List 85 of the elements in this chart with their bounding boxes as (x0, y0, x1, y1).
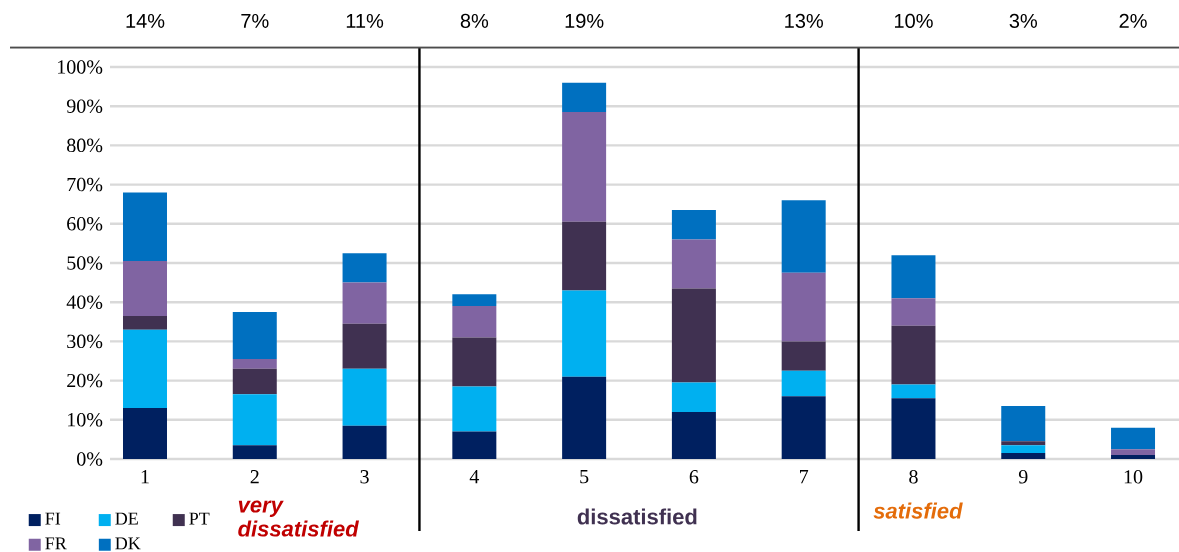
y-tick-label: 0% (77, 452, 103, 466)
bar (342, 425, 387, 459)
x-tick-label: 4 (469, 470, 480, 484)
bar (232, 359, 277, 369)
text: satisfied (873, 502, 963, 519)
bar (452, 386, 497, 432)
bar (452, 337, 497, 387)
bar (671, 210, 716, 240)
text: 8% (460, 13, 489, 28)
bar (562, 376, 607, 459)
bar (781, 341, 826, 371)
y-tick-label: 30% (67, 334, 103, 349)
y-tick-label: 70% (67, 177, 103, 192)
text: 14% (126, 13, 165, 28)
bar (891, 384, 936, 399)
y-tick-label: 90% (66, 99, 103, 113)
y-tick-label: 50% (67, 256, 103, 270)
bar (123, 192, 167, 262)
x-tick-label: 10 (1124, 470, 1143, 484)
bar (562, 290, 607, 377)
x-tick-label: 5 (580, 470, 589, 484)
text: dissatisfied (577, 508, 697, 525)
x-tick-label: 2 (250, 470, 259, 484)
legend-label: PT (189, 512, 210, 525)
text: 19% (565, 13, 604, 28)
bar (123, 315, 167, 330)
bar (891, 298, 936, 326)
bar (452, 306, 497, 338)
bar (671, 288, 716, 383)
text: 11% (346, 13, 384, 28)
y-tick-label: 40% (66, 295, 103, 309)
bar (671, 382, 716, 412)
legend-label: FI (45, 512, 61, 525)
bar (781, 370, 826, 397)
bar (232, 445, 277, 459)
bar (891, 325, 936, 385)
bar (781, 396, 826, 459)
x-tick-label: 6 (689, 470, 699, 484)
text: 3% (1009, 13, 1038, 28)
bar (562, 221, 607, 291)
text: 10% (894, 13, 933, 28)
x-tick-label: 7 (800, 470, 809, 484)
x-tick-label: 1 (141, 470, 149, 484)
bar (891, 398, 936, 459)
bar (232, 394, 277, 446)
y-tick-label: 10% (68, 413, 103, 427)
bar (1001, 453, 1046, 459)
legend-label: DK (115, 537, 141, 550)
text: very dissatisfied (238, 500, 360, 537)
bar (342, 323, 387, 369)
bar (1111, 455, 1156, 459)
text: 2% (1119, 13, 1147, 28)
x-tick-label: 9 (1018, 470, 1028, 484)
bar (452, 431, 497, 459)
text: 13% (785, 13, 824, 28)
bar (123, 261, 167, 316)
text: 7% (241, 13, 269, 28)
legend-label: DE (115, 512, 138, 525)
bar (562, 82, 607, 113)
y-tick-label: 20% (67, 373, 103, 388)
y-tick-label: 80% (67, 138, 103, 153)
x-tick-label: 3 (360, 470, 369, 484)
bar (671, 411, 716, 459)
bar (1001, 445, 1046, 454)
bar (1111, 427, 1156, 450)
bar (671, 239, 716, 289)
bar (123, 329, 167, 409)
bar (1001, 441, 1046, 446)
legend-label: FR (45, 537, 67, 550)
bar (232, 312, 277, 360)
bar (1111, 449, 1156, 456)
bar (123, 408, 167, 459)
bar (891, 255, 936, 299)
bar (781, 200, 826, 273)
bar (562, 112, 607, 222)
bar (452, 294, 497, 307)
bar (781, 272, 826, 342)
bar (1001, 406, 1046, 442)
y-tick-label: 100% (58, 60, 103, 74)
y-tick-label: 60% (67, 217, 103, 231)
bar (342, 368, 387, 426)
bar (232, 368, 277, 395)
bar (342, 282, 387, 324)
bar (342, 253, 387, 283)
x-tick-label: 8 (909, 470, 918, 484)
